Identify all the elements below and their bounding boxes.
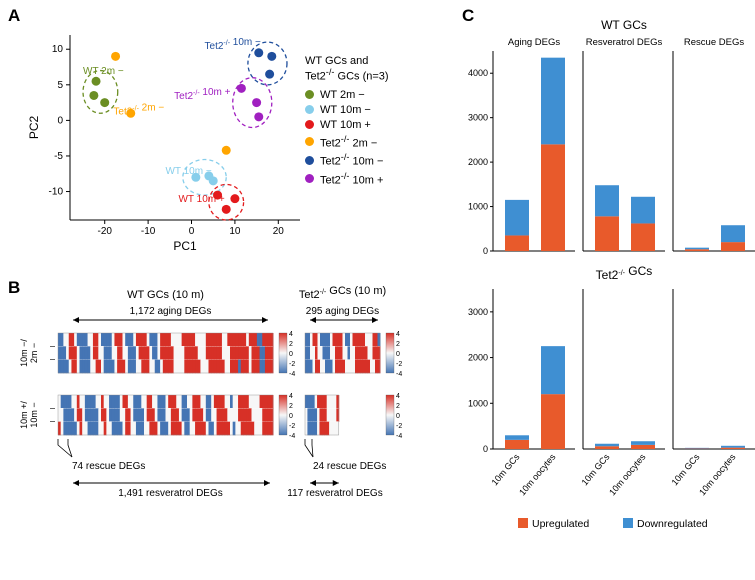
svg-text:WT GCs (10 m): WT GCs (10 m) [127,289,204,301]
panel-a-scatter: -20 -10 0 10 20 -10 -5 0 5 10 PC1 PC2 WT 2m − WT 10m … [15,15,315,255]
svg-text:4: 4 [396,331,400,338]
legend-item: WT 10m + [305,119,455,131]
svg-text:0: 0 [483,444,488,454]
svg-text:Aging DEGs: Aging DEGs [508,37,561,48]
svg-text:2000: 2000 [468,353,488,363]
panel-b-heatmaps: WT GCs (10 m) Tet2-/- GCs (10 m) 1,172 agi… [3,278,453,573]
svg-text:2: 2 [289,341,293,348]
svg-text:2: 2 [396,341,400,348]
legend-item: Tet2-/- 10m − [305,152,455,168]
svg-text:10m GCs: 10m GCs [489,451,521,487]
svg-text:Tet2-/- GCs: Tet2-/- GCs [596,264,653,282]
svg-text:20: 20 [273,226,285,237]
svg-text:0: 0 [189,226,195,237]
svg-text:3000: 3000 [468,113,488,123]
svg-text:1,172 aging DEGs: 1,172 aging DEGs [130,306,212,317]
svg-text:2m −: 2m − [29,343,39,363]
svg-text:Resveratrol DEGs: Resveratrol DEGs [586,37,663,48]
legend-item: WT 2m − [305,89,455,101]
svg-text:-4: -4 [396,433,402,440]
panel-c-barcharts: WT GCs Aging DEGs Resveratrol DEGs Rescue D… [455,15,755,575]
legend-item: Tet2-/- 10m + [305,171,455,187]
svg-text:2: 2 [289,403,293,410]
svg-text:WT 10m +: WT 10m + [178,194,224,205]
svg-text:-4: -4 [289,371,295,378]
svg-text:Rescue DEGs: Rescue DEGs [684,37,744,48]
svg-text:2: 2 [396,403,400,410]
svg-text:0: 0 [483,246,488,256]
svg-text:1000: 1000 [468,202,488,212]
legend-item: Tet2-/- 2m − [305,134,455,150]
svg-text:-20: -20 [97,226,112,237]
svg-text:10m −: 10m − [29,402,39,427]
svg-text:117 resveratrol DEGs: 117 resveratrol DEGs [287,488,382,499]
svg-text:74 rescue DEGs: 74 rescue DEGs [72,461,145,472]
svg-text:10: 10 [229,226,241,237]
svg-text:-2: -2 [289,423,295,430]
svg-text:0: 0 [396,351,400,358]
svg-text:295 aging DEGs: 295 aging DEGs [306,306,379,317]
svg-text:-10: -10 [141,226,156,237]
svg-text:10m GCs: 10m GCs [669,451,701,487]
svg-text:-10: -10 [49,187,64,198]
svg-text:-2: -2 [396,423,402,430]
svg-text:PC1: PC1 [173,239,197,253]
svg-text:10m oocytes: 10m oocytes [517,451,558,497]
svg-text:10m +/: 10m +/ [19,401,29,429]
svg-text:-2: -2 [396,361,402,368]
svg-text:0: 0 [289,413,293,420]
svg-text:Tet2-/- GCs (10 m): Tet2-/- GCs (10 m) [299,285,386,301]
svg-text:10m oocytes: 10m oocytes [697,451,738,497]
svg-text:4: 4 [289,393,293,400]
svg-text:PC2: PC2 [27,116,41,140]
svg-text:Tet2-/- 10m +: Tet2-/- 10m + [174,87,231,102]
svg-text:WT GCs: WT GCs [601,18,647,32]
svg-text:3000: 3000 [468,307,488,317]
svg-text:-5: -5 [54,151,63,162]
svg-text:-2: -2 [289,361,295,368]
svg-text:0: 0 [396,413,400,420]
svg-text:10m −/: 10m −/ [19,339,29,367]
svg-text:1,491 resveratrol DEGs: 1,491 resveratrol DEGs [118,488,223,499]
svg-text:-4: -4 [289,433,295,440]
svg-text:Tet2-/- 2m −: Tet2-/- 2m − [113,103,164,118]
svg-text:1000: 1000 [468,398,488,408]
svg-text:5: 5 [57,80,63,91]
svg-text:4: 4 [289,331,293,338]
legend-item: WT 10m − [305,104,455,116]
svg-text:4: 4 [396,393,400,400]
svg-text:24 rescue DEGs: 24 rescue DEGs [313,461,386,472]
svg-text:Downregulated: Downregulated [637,518,708,530]
svg-text:10m oocytes: 10m oocytes [607,451,648,497]
svg-text:WT 10m −: WT 10m − [165,166,211,177]
svg-text:WT 2m −: WT 2m − [83,66,124,77]
svg-text:10m GCs: 10m GCs [579,451,611,487]
svg-text:0: 0 [289,351,293,358]
svg-text:-4: -4 [396,371,402,378]
panel-a-legend: WT GCs andTet2-/- GCs (n=3)WT 2m −WT 10m… [305,55,455,190]
svg-text:4000: 4000 [468,68,488,78]
svg-text:0: 0 [57,115,63,126]
svg-text:Upregulated: Upregulated [532,518,589,530]
svg-text:10: 10 [52,44,64,55]
svg-text:2000: 2000 [468,157,488,167]
